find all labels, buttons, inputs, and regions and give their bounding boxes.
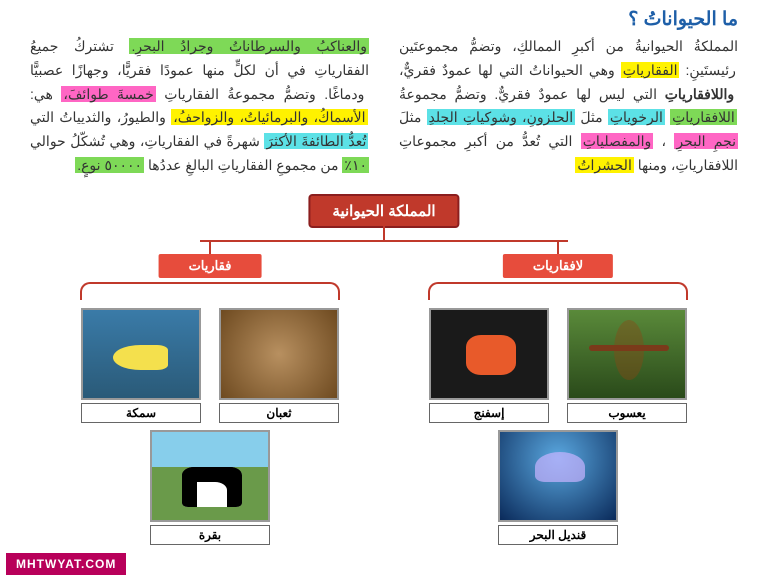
kingdom-diagram: المملكة الحيوانية لافقاريات يعسوب إسفنج … [0, 186, 768, 506]
txt: مثلَ [575, 109, 602, 125]
group-label-invert: لافقاريات [503, 254, 613, 278]
txt: التي ليس لها عمودٌ فقريٌّ. وتضمُّ مجموعة… [399, 86, 657, 102]
image-dragonfly [567, 308, 687, 400]
card-cow: بقرة [150, 430, 270, 545]
connector [200, 240, 568, 242]
hl-arthropods: والمفصلياتِ [581, 133, 654, 149]
root-node: المملكة الحيوانية [308, 194, 459, 228]
label-snake: ثعبان [219, 403, 339, 423]
label-jellyfish: قنديل البحر [498, 525, 618, 545]
hl-50000: ٥٠٠٠٠ نوعٍ. [75, 157, 144, 173]
hl-snail: الحلزونِ، وشوكياتِ الجلدِ [427, 109, 576, 125]
connector [557, 240, 559, 254]
txt: مثلَ [399, 109, 421, 125]
txt: ، [653, 133, 666, 149]
txt: شهرةً في الفقارياتِ، وهي تُشكّلُ حوالي [30, 133, 260, 149]
group-label-vert: فقاريات [159, 254, 262, 278]
hl-mollusks: الرخوياتِ [608, 109, 665, 125]
bracket [80, 282, 340, 300]
hl-vertebrates: الفقارياتِ [621, 62, 680, 78]
txt: وهي الحيواناتُ التي لها عمودٌ فقريٌّ، [399, 62, 615, 78]
bracket [428, 282, 688, 300]
hl-fish: الأسماكُ، والبرمائياتُ، والزواحفُ، [171, 109, 367, 125]
connector [383, 226, 385, 240]
hl-spiders: والعناكبُ والسرطاناتُ وجرادُ البحرِ. [129, 38, 369, 54]
image-row: ثعبان سمكة [60, 308, 360, 423]
card-fish: سمكة [81, 308, 201, 423]
watermark: MHTWYAT.COM [6, 553, 126, 575]
image-row: يعسوب إسفنج [408, 308, 708, 423]
txt: هي: [30, 86, 53, 102]
text-column-left: والعناكبُ والسرطاناتُ وجرادُ البحرِ. تشت… [30, 35, 369, 178]
connector [209, 240, 211, 254]
text-section: المملكةُ الحيوانيةُ من أكبرِ الممالكِ، و… [0, 35, 768, 186]
card-sponge: إسفنج [429, 308, 549, 423]
card-dragonfly: يعسوب [567, 308, 687, 423]
hl-starfish: نجمِ البحرِ [674, 133, 738, 149]
txt: والطيورُ، والثديياتُ التي [30, 109, 166, 125]
hl-invert: اللافقارياتِ [670, 109, 737, 125]
image-sponge [429, 308, 549, 400]
bold-invert: واللافقارياتِ [665, 86, 734, 102]
hl-insects: الحشراتُ [575, 157, 633, 173]
hl-five: خمسةَ طوائفَ، [61, 86, 155, 102]
image-snake [219, 308, 339, 400]
label-cow: بقرة [150, 525, 270, 545]
hl-10p: ١٠٪ [342, 157, 369, 173]
image-cow [150, 430, 270, 522]
image-row: بقرة [60, 430, 360, 545]
image-row: قنديل البحر [408, 430, 708, 545]
label-sponge: إسفنج [429, 403, 549, 423]
image-fish [81, 308, 201, 400]
image-jellyfish [498, 430, 618, 522]
card-jellyfish: قنديل البحر [498, 430, 618, 545]
hl-mammals: تُعدُّ الطائفةَ الأكثرَ [264, 133, 368, 149]
card-snake: ثعبان [219, 308, 339, 423]
txt: من مجموعِ الفقارياتِ البالغِ عددُها [144, 157, 338, 173]
label-dragonfly: يعسوب [567, 403, 687, 423]
page-title: ما الحيواناتُ ؟ [0, 0, 768, 35]
label-fish: سمكة [81, 403, 201, 423]
text-column-right: المملكةُ الحيوانيةُ من أكبرِ الممالكِ، و… [399, 35, 738, 178]
